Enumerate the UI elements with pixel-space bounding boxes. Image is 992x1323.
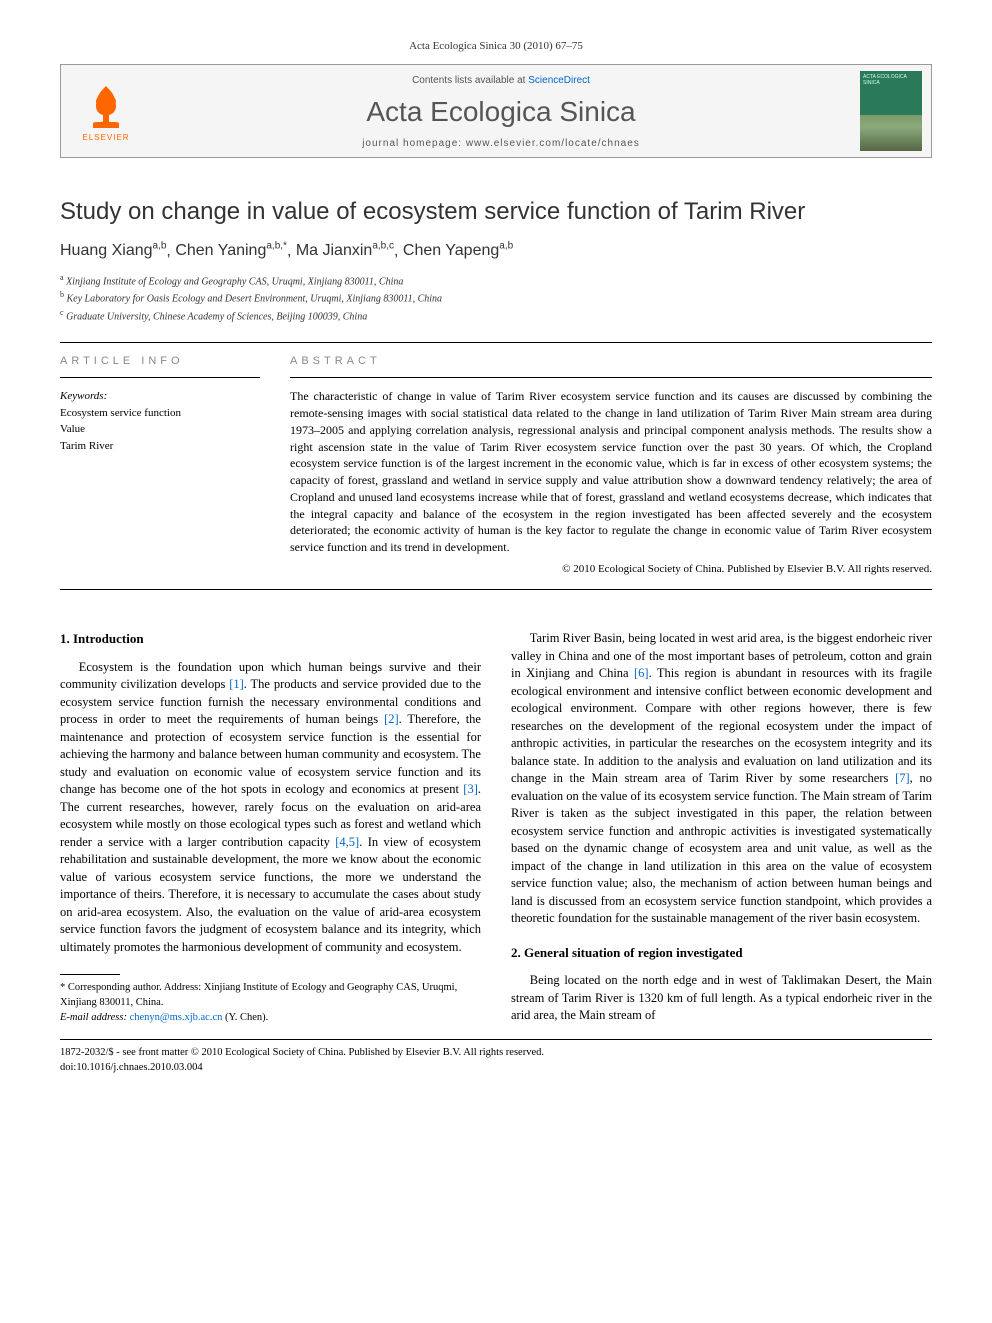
author-affil: a,b,c	[372, 241, 394, 252]
keyword-3: Tarim River	[60, 438, 260, 455]
corresponding-author-note: * Corresponding author. Address: Xinjian…	[60, 981, 481, 1010]
email-link[interactable]: chenyn@ms.xjb.ac.cn	[130, 1012, 223, 1023]
elsevier-logo: ELSEVIER	[71, 76, 141, 146]
abstract-body: The characteristic of change in value of…	[290, 377, 932, 577]
homepage-prefix: journal homepage:	[362, 138, 466, 149]
publisher-logo-box: ELSEVIER	[61, 65, 151, 157]
contents-prefix: Contents lists available at	[412, 75, 528, 86]
affil-text: Graduate University, Chinese Academy of …	[66, 311, 367, 322]
author-2: Chen Yaninga,b,*	[175, 242, 287, 259]
info-abstract-row: article info Keywords: Ecosystem service…	[60, 342, 932, 590]
front-matter-line: 1872-2032/$ - see front matter © 2010 Ec…	[60, 1046, 932, 1061]
ref-link-4-5[interactable]: [4,5]	[335, 835, 359, 849]
masthead: ELSEVIER Contents lists available at Sci…	[60, 64, 932, 158]
bottom-rule	[60, 1039, 932, 1040]
text-run: . In view of ecosystem rehabilitation an…	[60, 835, 481, 954]
ref-link-6[interactable]: [6]	[634, 666, 649, 680]
column-left: 1. Introduction Ecosystem is the foundat…	[60, 630, 481, 1025]
footnotes: * Corresponding author. Address: Xinjian…	[60, 981, 481, 1025]
text-run: , no evaluation on the value of its ecos…	[511, 771, 932, 925]
page: Acta Ecologica Sinica 30 (2010) 67–75 EL…	[0, 0, 992, 1106]
affiliations: a Xinjiang Institute of Ecology and Geog…	[60, 272, 932, 324]
article-info-heading: article info	[60, 355, 260, 377]
sciencedirect-link[interactable]: ScienceDirect	[528, 75, 590, 86]
abstract-text: The characteristic of change in value of…	[290, 389, 932, 554]
body-columns: 1. Introduction Ecosystem is the foundat…	[60, 630, 932, 1025]
contents-available-line: Contents lists available at ScienceDirec…	[151, 75, 851, 86]
author-name: Huang Xiang	[60, 242, 153, 259]
author-affil: a,b	[153, 241, 167, 252]
affil-text: Xinjiang Institute of Ecology and Geogra…	[66, 276, 403, 287]
author-name: Chen Yapeng	[403, 242, 499, 259]
bottom-info: 1872-2032/$ - see front matter © 2010 Ec…	[60, 1046, 932, 1075]
article-info-body: Keywords: Ecosystem service function Val…	[60, 377, 260, 454]
column-right: Tarim River Basin, being located in west…	[511, 630, 932, 1025]
affiliation-a: a Xinjiang Institute of Ecology and Geog…	[60, 272, 932, 289]
cover-thumb-box: ACTA ECOLOGICA SINICA	[851, 65, 931, 157]
author-name: Chen Yaning	[175, 242, 266, 259]
ref-link-1[interactable]: [1]	[229, 677, 244, 691]
author-4: Chen Yapenga,b	[403, 242, 513, 259]
text-run: . This region is abundant in resources w…	[511, 666, 932, 785]
running-head: Acta Ecologica Sinica 30 (2010) 67–75	[60, 40, 932, 52]
footnote-rule	[60, 974, 120, 975]
author-3: Ma Jianxina,b,c	[296, 242, 394, 259]
authors-line: Huang Xianga,b, Chen Yaninga,b,*, Ma Jia…	[60, 241, 932, 260]
affil-text: Key Laboratory for Oasis Ecology and Des…	[67, 294, 443, 305]
publisher-name: ELSEVIER	[82, 133, 129, 142]
ref-link-2[interactable]: [2]	[384, 712, 399, 726]
masthead-center: Contents lists available at ScienceDirec…	[151, 65, 851, 157]
journal-name: Acta Ecologica Sinica	[151, 96, 851, 128]
author-affil: a,b,*	[266, 241, 287, 252]
ref-link-3[interactable]: [3]	[463, 782, 478, 796]
affiliation-b: b Key Laboratory for Oasis Ecology and D…	[60, 289, 932, 306]
elsevier-tree-icon	[81, 81, 131, 131]
region-paragraph-1: Being located on the north edge and in w…	[511, 972, 932, 1025]
abstract-heading: abstract	[290, 355, 932, 377]
doi-line: doi:10.1016/j.chnaes.2010.03.004	[60, 1061, 932, 1076]
abstract-box: abstract The characteristic of change in…	[290, 343, 932, 589]
section-2-heading: 2. General situation of region investiga…	[511, 944, 932, 962]
article-info-box: article info Keywords: Ecosystem service…	[60, 343, 260, 589]
journal-cover-thumb: ACTA ECOLOGICA SINICA	[860, 71, 922, 151]
intro-paragraph-2: Tarim River Basin, being located in west…	[511, 630, 932, 928]
keyword-1: Ecosystem service function	[60, 405, 260, 422]
keywords-label: Keywords:	[60, 388, 260, 405]
affiliation-c: c Graduate University, Chinese Academy o…	[60, 307, 932, 324]
journal-homepage-line: journal homepage: www.elsevier.com/locat…	[151, 138, 851, 149]
article-title: Study on change in value of ecosystem se…	[60, 198, 932, 227]
author-1: Huang Xianga,b	[60, 242, 166, 259]
author-name: Ma Jianxin	[296, 242, 372, 259]
abstract-copyright: © 2010 Ecological Society of China. Publ…	[290, 562, 932, 577]
cover-text: ACTA ECOLOGICA SINICA	[863, 74, 907, 86]
section-1-heading: 1. Introduction	[60, 630, 481, 648]
email-line: E-mail address: chenyn@ms.xjb.ac.cn (Y. …	[60, 1011, 481, 1026]
homepage-url: www.elsevier.com/locate/chnaes	[466, 138, 640, 149]
email-label: E-mail address:	[60, 1012, 127, 1023]
ref-link-7[interactable]: [7]	[895, 771, 910, 785]
email-suffix: (Y. Chen).	[225, 1012, 268, 1023]
intro-paragraph-1: Ecosystem is the foundation upon which h…	[60, 659, 481, 957]
keyword-2: Value	[60, 421, 260, 438]
author-affil: a,b	[499, 241, 513, 252]
